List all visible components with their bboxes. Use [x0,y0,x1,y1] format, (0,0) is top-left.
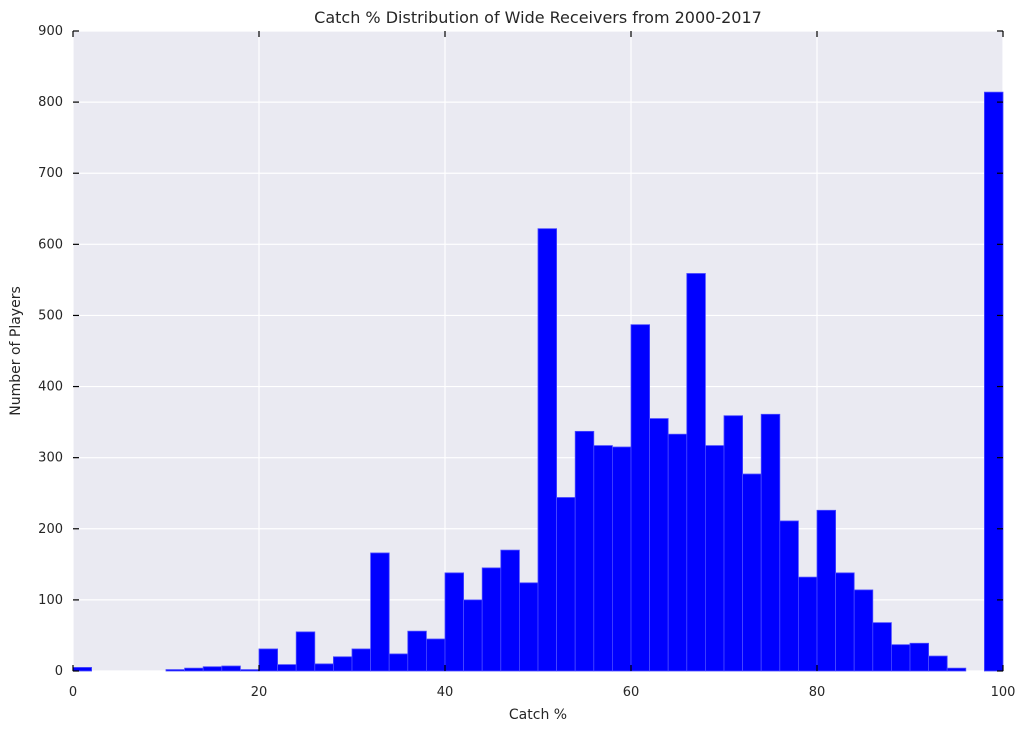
histogram-bar [389,654,408,671]
y-tick-label: 800 [38,95,63,110]
y-tick-label: 0 [55,664,63,679]
y-tick-label: 200 [38,522,63,537]
x-tick-label: 100 [991,685,1016,700]
histogram-bar [947,668,966,671]
histogram-bar [873,623,892,671]
histogram-bar [538,229,557,671]
x-tick-label: 40 [437,685,454,700]
histogram-bar [929,656,948,671]
histogram-bar [296,632,315,671]
y-tick-label: 900 [38,24,63,39]
x-axis-label: Catch % [509,707,567,723]
histogram-bar [501,550,520,671]
histogram-bar [557,497,576,671]
histogram-bar [780,521,799,671]
y-tick-label: 700 [38,166,63,181]
histogram-bar [371,553,390,671]
histogram-bar [984,92,1003,671]
histogram-bar [426,639,445,671]
x-tick-label: 80 [809,685,826,700]
histogram-bar [798,577,817,671]
y-tick-label: 600 [38,237,63,252]
histogram-bar [445,573,464,671]
histogram-bar [185,668,204,671]
x-tick-labels: 0 20 40 60 80 100 [69,685,1016,700]
histogram-bar [891,645,910,671]
x-tick-label: 60 [623,685,640,700]
x-tick-label: 0 [69,685,77,700]
histogram-bar [687,273,706,671]
y-tick-label: 400 [38,380,63,395]
histogram-bar [278,665,297,671]
histogram-bar [668,434,687,671]
histogram-bar [817,510,836,671]
histogram-bar [519,583,538,671]
histogram-bar [705,446,724,671]
histogram-bar [631,325,650,671]
y-tick-label: 100 [38,593,63,608]
histogram-bar [612,447,631,671]
histogram-bar [259,649,278,671]
histogram-bar [650,419,669,671]
histogram-bar [482,568,501,671]
histogram-bar [854,590,873,671]
chart-title: Catch % Distribution of Wide Receivers f… [314,8,762,27]
histogram-bar [203,667,222,671]
histogram-bar [761,414,780,671]
histogram-bar [594,446,613,671]
histogram-bar [166,670,185,671]
histogram-bar [464,600,483,671]
histogram-bar [743,474,762,671]
y-axis-label: Number of Players [8,286,24,416]
histogram-bar [222,666,241,671]
histogram-bar [408,631,427,671]
histogram-bar [836,573,855,671]
y-tick-label: 300 [38,451,63,466]
y-tick-label: 500 [38,308,63,323]
y-tick-labels: 0 100 200 300 400 500 600 700 800 900 [38,24,63,679]
x-tick-label: 20 [251,685,268,700]
histogram-bar [315,664,334,671]
histogram-bar [910,643,929,671]
histogram-bar [240,670,259,671]
histogram-bar [333,657,352,671]
histogram-bar [575,431,594,671]
histogram-bar [352,649,371,671]
histogram-bar [724,416,743,671]
